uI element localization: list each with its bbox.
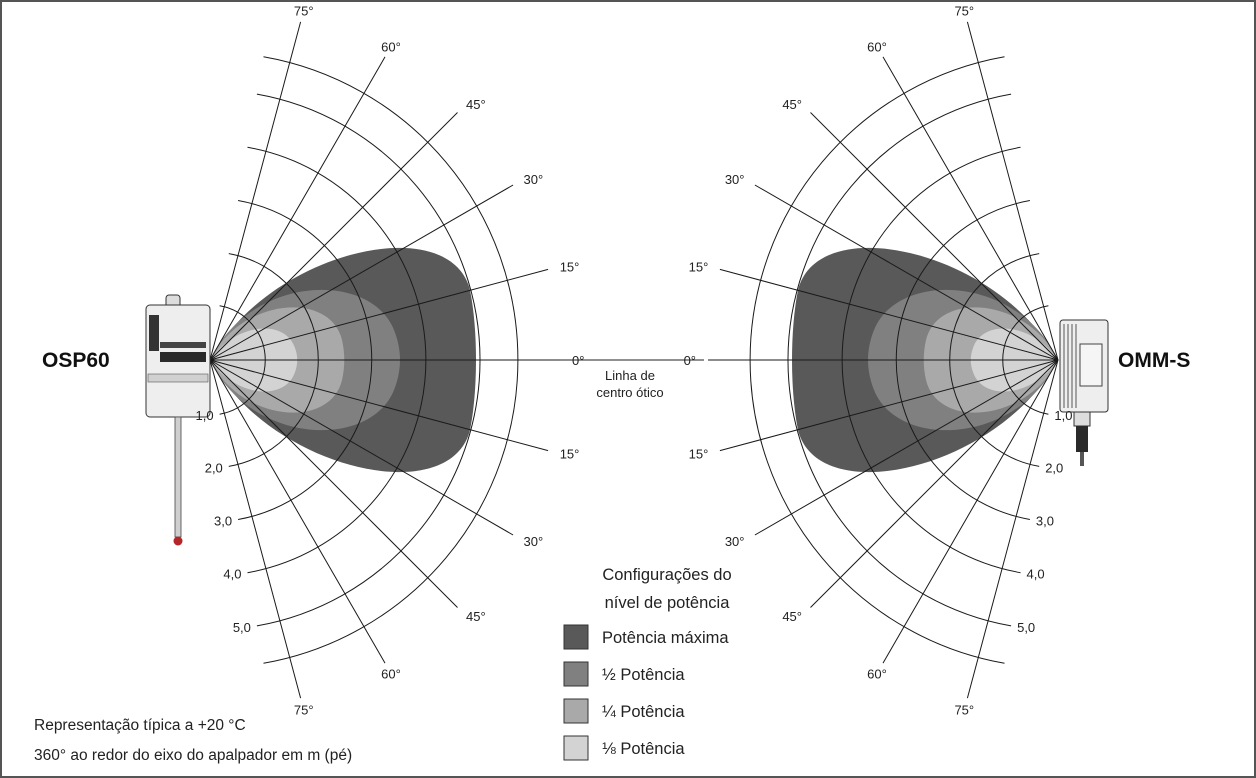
omm-s-range-field: OMM-S 75°60°45°30°15°0°15°30°45°60°75°1,… xyxy=(684,3,1191,717)
omm-s-angle-label-75: 75° xyxy=(954,3,974,18)
osp60-range-label-1: 1,0 xyxy=(196,408,214,423)
omm-s-angle-spoke-60 xyxy=(882,56,1059,361)
legend-swatch-half-power xyxy=(563,661,589,687)
legend-label-full-power: Potência máxima xyxy=(602,629,729,647)
omm-s-angle-label-m30: 30° xyxy=(725,534,745,549)
legend-label-eighth-power: ⅛ Potência xyxy=(602,740,685,758)
osp60-range-label-3: 3,0 xyxy=(214,514,232,529)
omm-s-angle-spoke-30 xyxy=(754,184,1059,361)
omm-s-range-label-5: 5,0 xyxy=(1017,620,1035,635)
centerline-label-line2: centro ótico xyxy=(596,385,663,400)
omm-s-polar-grid xyxy=(708,21,1059,699)
omm-s-range-label-2: 2,0 xyxy=(1045,460,1063,475)
osp60-angle-label-75: 75° xyxy=(294,3,314,18)
omm-s-angle-spoke-m45 xyxy=(810,359,1059,608)
omm-s-angle-label-m15: 15° xyxy=(689,447,709,462)
omm-s-receiver-illustration xyxy=(1059,319,1109,466)
power-level-legend: Configurações do nível de potência Potên… xyxy=(563,566,732,761)
osp60-angle-label-45: 45° xyxy=(466,97,486,112)
osp60-range-field: OSP60 75°60°45°30°15°0°15°30°45°60°75°1,… xyxy=(42,3,584,717)
osp60-angle-spoke-15 xyxy=(209,268,549,361)
omm-s-angle-spoke-m30 xyxy=(754,359,1059,536)
osp60-range-label-2: 2,0 xyxy=(205,460,223,475)
omm-s-range-label-1: 1,0 xyxy=(1054,408,1072,423)
osp60-angle-spoke-m60 xyxy=(209,359,386,664)
osp60-angle-label-60: 60° xyxy=(381,40,401,55)
osp60-angle-spoke-m45 xyxy=(209,359,458,608)
centerline-label-line1: Linha de xyxy=(605,368,655,383)
omm-s-angle-label-m75: 75° xyxy=(954,703,974,718)
osp60-range-label-5: 5,0 xyxy=(233,620,251,635)
osp60-angle-label-m45: 45° xyxy=(466,609,486,624)
omm-s-label: OMM-S xyxy=(1118,349,1190,372)
osp60-angle-spoke-45 xyxy=(209,112,458,361)
legend-title-line1: Configurações do xyxy=(602,566,731,584)
osp60-angle-spoke-75 xyxy=(209,21,302,361)
omm-s-range-label-4: 4,0 xyxy=(1027,567,1045,582)
omm-s-angle-label-60: 60° xyxy=(867,40,887,55)
omm-s-angle-spoke-m15 xyxy=(719,359,1059,452)
osp60-angle-label-15: 15° xyxy=(560,259,580,274)
osp60-angle-spoke-60 xyxy=(209,56,386,361)
osp60-angle-label-m75: 75° xyxy=(294,703,314,718)
legend-label-half-power: ½ Potência xyxy=(602,666,685,684)
osp60-polar-grid xyxy=(209,21,560,699)
omm-s-angle-spoke-15 xyxy=(719,268,1059,361)
note-axis-units: 360° ao redor do eixo do apalpador em m … xyxy=(34,747,352,764)
osp60-probe-illustration xyxy=(145,294,211,546)
osp60-range-label-4: 4,0 xyxy=(223,567,241,582)
legend-label-quarter-power: ¼ Potência xyxy=(602,703,685,721)
omm-s-angle-label-45: 45° xyxy=(782,97,802,112)
legend-swatch-quarter-power xyxy=(563,698,589,724)
osp60-label: OSP60 xyxy=(42,349,110,372)
omm-s-angle-label-30: 30° xyxy=(725,172,745,187)
legend-swatch-full-power xyxy=(563,624,589,650)
omm-s-range-label-3: 3,0 xyxy=(1036,514,1054,529)
note-temperature: Representação típica a +20 °C xyxy=(34,717,246,734)
omm-s-angle-label-m60: 60° xyxy=(867,667,887,682)
legend-title-line2: nível de potência xyxy=(605,594,731,612)
omm-s-angle-label-m45: 45° xyxy=(782,609,802,624)
omm-s-angle-spoke-m60 xyxy=(882,359,1059,664)
osp60-angle-spoke-m75 xyxy=(209,359,302,699)
osp60-angle-label-m30: 30° xyxy=(524,534,544,549)
omm-s-angle-label-15: 15° xyxy=(689,259,709,274)
omm-s-angle-spoke-75 xyxy=(966,21,1059,361)
osp60-angle-spoke-m30 xyxy=(209,359,514,536)
osp60-angle-label-m15: 15° xyxy=(560,447,580,462)
osp60-angle-label-30: 30° xyxy=(524,172,544,187)
osp60-angle-label-m60: 60° xyxy=(381,667,401,682)
omm-s-angle-spoke-m75 xyxy=(966,359,1059,699)
omm-s-angle-spoke-45 xyxy=(810,112,1059,361)
osp60-angle-spoke-m15 xyxy=(209,359,549,452)
osp60-angle-spoke-30 xyxy=(209,184,514,361)
legend-swatch-eighth-power xyxy=(563,735,589,761)
